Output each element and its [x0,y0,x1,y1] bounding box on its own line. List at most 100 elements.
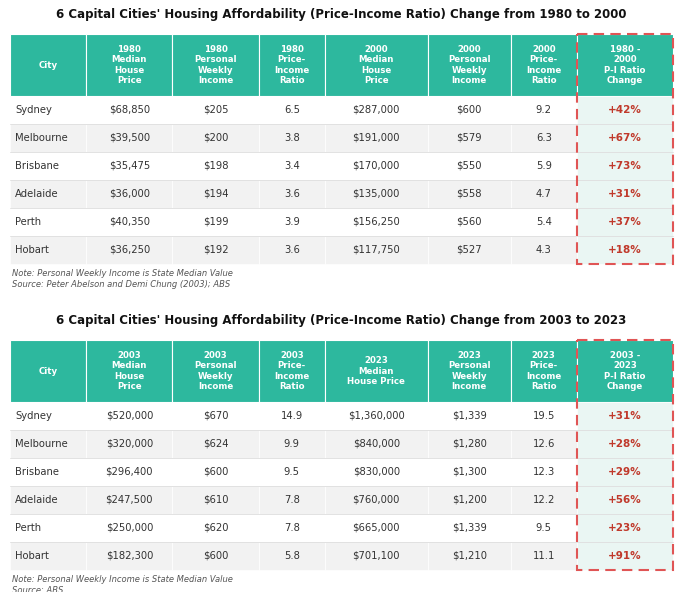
Bar [325,402,428,430]
Bar [511,542,577,570]
Bar [86,180,172,208]
Bar [86,486,172,514]
Text: +29%: +29% [608,467,642,477]
Bar [511,402,577,430]
Bar [10,486,86,514]
Text: $320,000: $320,000 [106,439,153,449]
Text: $296,400: $296,400 [106,467,153,477]
Bar [259,34,325,96]
Bar [10,514,86,542]
Text: 2000
Personal
Weekly
Income: 2000 Personal Weekly Income [448,45,490,85]
Bar [511,124,577,152]
Text: 11.1: 11.1 [533,551,555,561]
Text: 5.9: 5.9 [535,161,552,171]
Text: $600: $600 [203,551,228,561]
Bar [428,34,511,96]
Bar [325,542,428,570]
Text: 6 Capital Cities' Housing Affordability (Price-Income Ratio) Change from 1980 to: 6 Capital Cities' Housing Affordability … [56,8,627,21]
Text: $192: $192 [203,245,228,255]
Bar [428,236,511,264]
Bar [325,152,428,180]
Text: 2023
Personal
Weekly
Income: 2023 Personal Weekly Income [448,351,490,391]
Bar [325,514,428,542]
Bar [172,152,259,180]
Text: 1980
Personal
Weekly
Income: 1980 Personal Weekly Income [194,45,237,85]
Bar [10,180,86,208]
Text: 4.7: 4.7 [535,189,552,199]
Bar [86,124,172,152]
Text: $250,000: $250,000 [106,523,153,533]
Text: 2023
Price-
Income
Ratio: 2023 Price- Income Ratio [526,351,561,391]
Text: +28%: +28% [608,439,642,449]
Text: $520,000: $520,000 [106,411,153,421]
Text: $200: $200 [203,133,228,143]
Bar [172,486,259,514]
Bar [577,340,673,402]
Text: +67%: +67% [608,133,642,143]
Bar [511,34,577,96]
Bar [172,96,259,124]
Text: 1980 -
2000
P-I Ratio
Change: 1980 - 2000 P-I Ratio Change [604,45,645,85]
Text: $40,350: $40,350 [109,217,150,227]
Text: 6 Capital Cities' Housing Affordability (Price-Income Ratio) Change from 2003 to: 6 Capital Cities' Housing Affordability … [57,314,626,327]
Text: 12.3: 12.3 [533,467,555,477]
Bar [577,208,673,236]
Bar [325,458,428,486]
Text: $665,000: $665,000 [352,523,400,533]
Text: $36,250: $36,250 [109,245,150,255]
Text: 3.6: 3.6 [284,189,300,199]
Bar [259,340,325,402]
Text: $156,250: $156,250 [352,217,400,227]
Bar [172,340,259,402]
Text: Note: Personal Weekly Income is State Median Value: Note: Personal Weekly Income is State Me… [12,269,233,278]
Bar [10,458,86,486]
Text: $39,500: $39,500 [109,133,150,143]
Text: $624: $624 [203,439,228,449]
Text: $1,339: $1,339 [451,411,486,421]
Text: $620: $620 [203,523,228,533]
Bar [428,542,511,570]
Text: 9.9: 9.9 [283,439,300,449]
Text: Perth: Perth [15,217,41,227]
Bar [259,486,325,514]
Bar [259,208,325,236]
Bar [86,542,172,570]
Text: $1,360,000: $1,360,000 [348,411,405,421]
Text: 9.5: 9.5 [283,467,300,477]
Bar [511,430,577,458]
Bar [259,236,325,264]
Bar [577,542,673,570]
Text: $1,210: $1,210 [451,551,486,561]
Text: Melbourne: Melbourne [15,133,68,143]
Bar [172,208,259,236]
Text: $560: $560 [456,217,482,227]
Text: 3.4: 3.4 [284,161,300,171]
Text: Hobart: Hobart [15,551,49,561]
Text: $182,300: $182,300 [106,551,153,561]
Text: 2003 -
2023
P-I Ratio
Change: 2003 - 2023 P-I Ratio Change [604,351,645,391]
Bar [10,124,86,152]
Bar [10,340,86,402]
Bar [10,236,86,264]
Bar [511,152,577,180]
Bar [10,34,86,96]
Text: $558: $558 [456,189,482,199]
Text: 2003
Price-
Income
Ratio: 2003 Price- Income Ratio [274,351,309,391]
Bar [511,458,577,486]
Bar [259,542,325,570]
Bar [428,458,511,486]
Bar [259,458,325,486]
Text: 2000
Price-
Income
Ratio: 2000 Price- Income Ratio [526,45,561,85]
Bar [172,402,259,430]
Text: $610: $610 [203,495,228,505]
Text: City: City [38,366,57,375]
Text: 3.9: 3.9 [284,217,300,227]
Text: Sydney: Sydney [15,105,52,115]
Text: 19.5: 19.5 [533,411,555,421]
Bar [259,430,325,458]
Bar [577,96,673,124]
Text: +42%: +42% [608,105,642,115]
Text: 14.9: 14.9 [281,411,303,421]
Text: +37%: +37% [608,217,642,227]
Text: $194: $194 [203,189,228,199]
